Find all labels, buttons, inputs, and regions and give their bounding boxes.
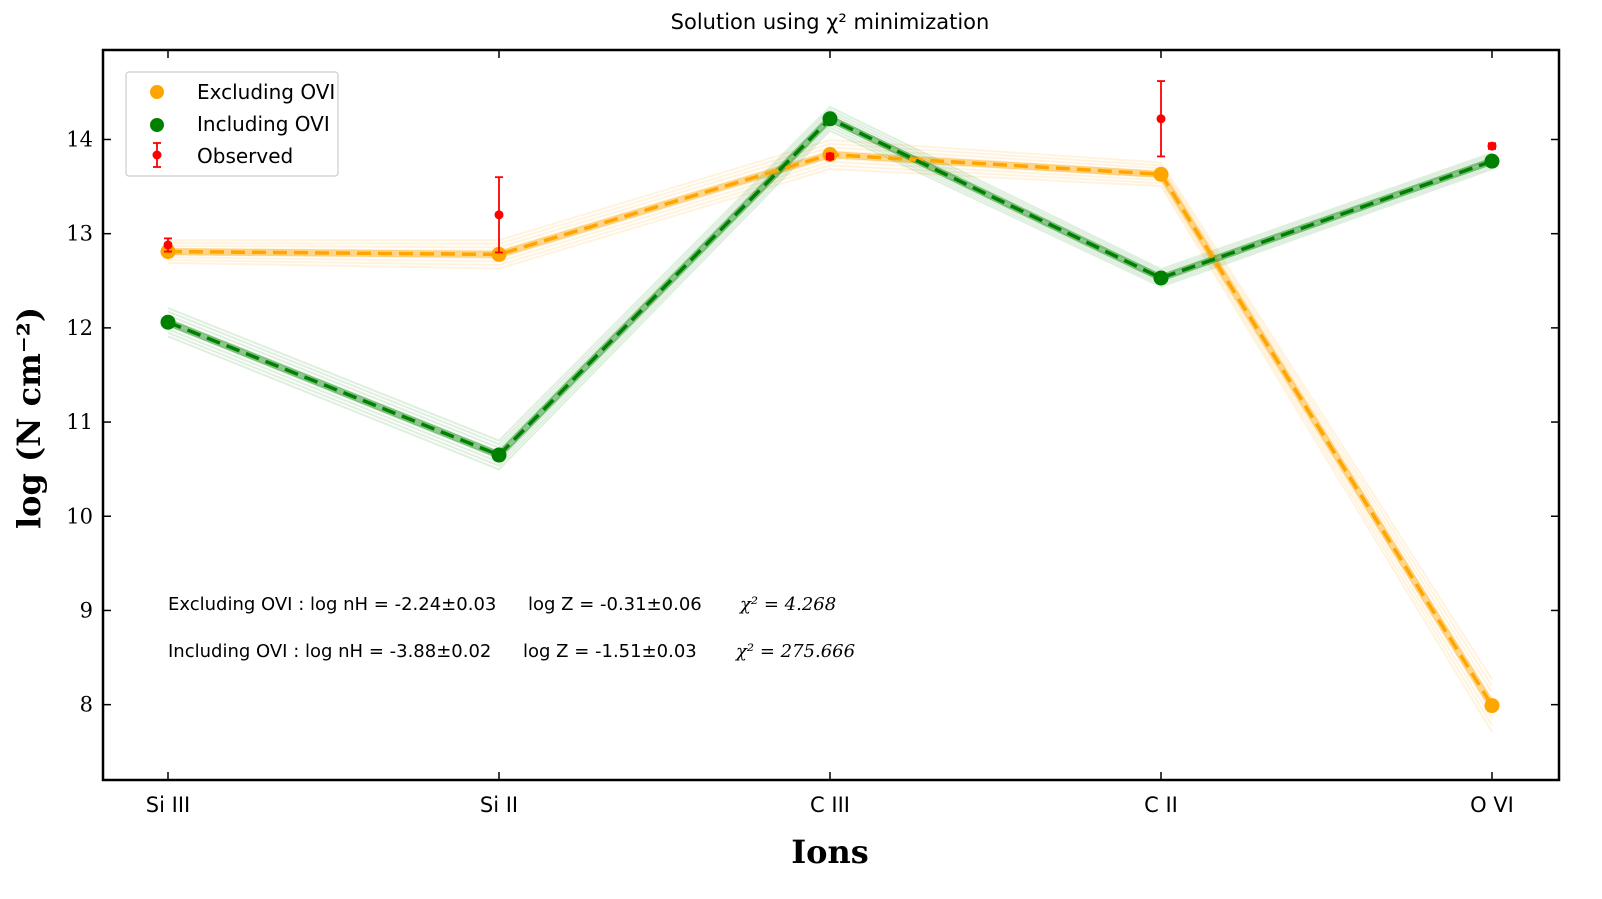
model-band-line [167,164,1493,726]
annotation-including-chi2: χ² = 275.666 [734,641,855,662]
axis-ticks: 8 9 10 11 12 13 14 Si III Si II C III C II O VI [66,50,1559,817]
observed-point [1156,114,1166,124]
observed-point [825,151,835,161]
y-tick-label: 8 [80,693,93,717]
observed-errorbars [163,80,1497,254]
annotation-excluding-logz: log Z = -0.31±0.06 [528,594,702,615]
series-point [1153,166,1169,182]
model-band-line [167,108,1493,446]
model-band-line [167,139,1493,680]
y-tick-label: 14 [66,127,93,151]
series-point [160,314,176,330]
x-tick-label: Si III [146,793,190,817]
observed-point [1487,141,1497,151]
legend-marker-observed [152,142,162,168]
x-tick-label: C II [1144,793,1178,817]
model-bands [166,105,1495,733]
observed-point [494,210,504,220]
legend-marker-including [150,118,164,132]
y-axis-label: log (N cm⁻²) [10,307,48,529]
y-tick-label: 9 [80,598,93,622]
annotation-including-logz: log Z = -1.51±0.03 [523,641,697,662]
y-tick-label: 11 [66,410,93,434]
observed-point [163,240,173,250]
x-tick-label: Si II [480,793,518,817]
model-band-line [167,142,1493,687]
annotation-excluding-chi2: χ² = 4.268 [738,594,836,615]
legend-label-including: Including OVI [197,112,330,136]
y-tick-label: 13 [66,222,93,246]
plot-frame [101,48,1561,782]
legend: Excluding OVI Including OVI Observed [125,71,339,177]
model-band-line [167,105,1493,442]
model-band-line [167,160,1493,720]
series-point [1153,270,1169,286]
model-band-line [167,129,1493,471]
x-axis-label: Ions [791,833,869,871]
series-point [491,246,507,262]
series-point [1484,698,1500,714]
legend-label-excluding: Excluding OVI [197,80,335,104]
x-tick-label: O VI [1470,793,1514,817]
chart-title: Solution using χ² minimization [671,10,990,34]
model-band-line [167,126,1493,467]
series-point [822,111,838,127]
y-tick-label: 12 [66,316,93,340]
model-band-line [167,167,1493,733]
series-point [491,447,507,463]
legend-label-observed: Observed [197,144,293,168]
legend-marker-excluding [150,85,164,99]
annotation-including-label: Including OVI : log nH = -3.88±0.02 [168,641,491,662]
fit-annotations: Excluding OVI : log nH = -2.24±0.03 log … [168,594,855,662]
y-tick-label: 10 [66,504,93,528]
series-point [1484,153,1500,169]
x-tick-label: C III [810,793,850,817]
annotation-excluding-label: Excluding OVI : log nH = -2.24±0.03 [168,594,496,615]
legend-box [125,71,339,177]
